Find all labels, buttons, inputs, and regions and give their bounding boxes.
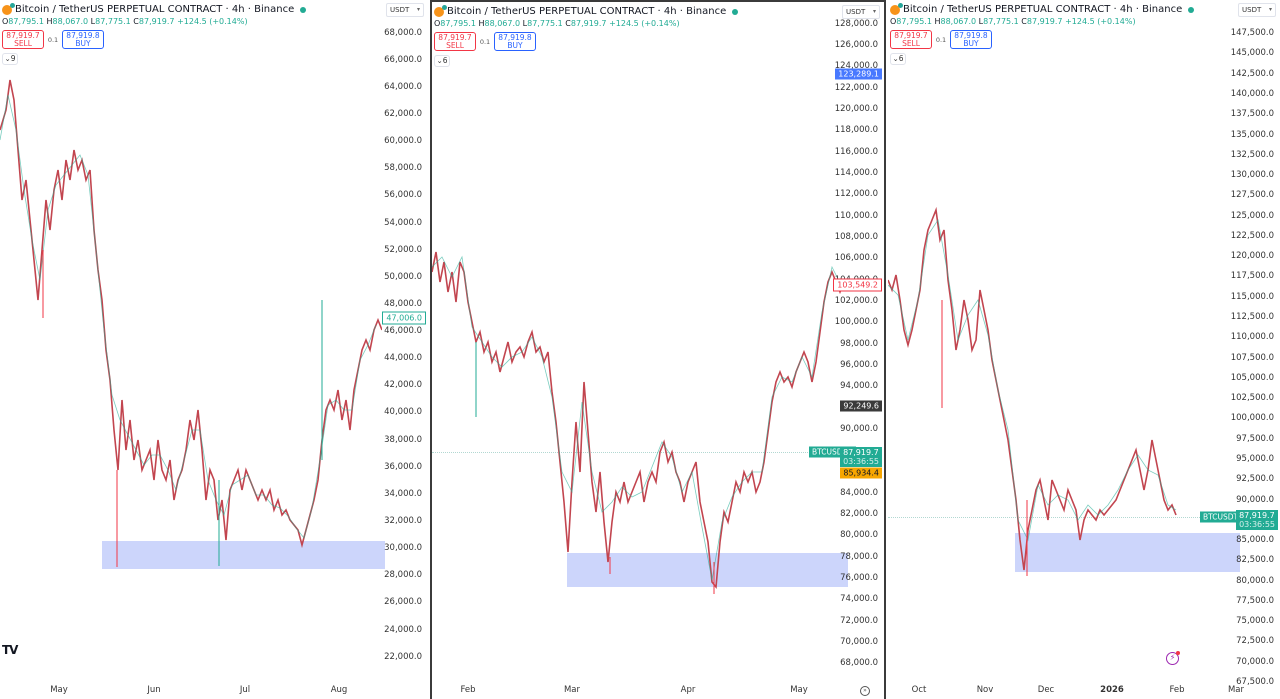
buy-button[interactable]: 87,919.8 BUY — [950, 30, 992, 49]
current-price-label: 87,919.7 03:36:55 — [840, 447, 882, 467]
price-series — [432, 251, 845, 594]
current-price-label: 87,919.7 03:36:55 — [1236, 510, 1278, 530]
currency-selector[interactable]: USDT ▾ — [842, 5, 880, 19]
tradingview-logo-icon[interactable]: TV — [2, 643, 19, 657]
time-tick: Apr — [680, 685, 696, 695]
chart-legend: Bitcoin / TetherUS PERPETUAL CONTRACT · … — [2, 2, 307, 65]
chart-panel-3[interactable]: Bitcoin / TetherUS PERPETUAL CONTRACT · … — [888, 0, 1280, 699]
time-tick: 2026 — [1100, 685, 1124, 695]
quantity-value[interactable]: 0.1 — [47, 35, 59, 44]
currency-selector[interactable]: USDT ▾ — [1238, 3, 1276, 17]
price-series — [888, 206, 1177, 576]
price-label-orange: 85,934.4 — [840, 467, 882, 479]
indicators-toggle[interactable]: ⌄6 — [890, 53, 906, 65]
bitcoin-logo-icon — [434, 4, 447, 17]
current-price-line — [432, 452, 810, 453]
symbol-title[interactable]: Bitcoin / TetherUS PERPETUAL CONTRACT · … — [447, 6, 727, 17]
ohlc-values: O87,795.1 H88,067.0 L87,775.1 C87,919.7 … — [2, 17, 248, 26]
market-open-status-icon — [1188, 6, 1195, 13]
bitcoin-logo-icon — [2, 2, 15, 15]
time-tick: Feb — [1169, 685, 1185, 695]
time-tick: Mar — [1227, 685, 1245, 695]
sell-button[interactable]: 87,919.7 SELL — [2, 30, 44, 49]
buy-button[interactable]: 87,919.8 BUY — [494, 32, 536, 51]
market-open-status-icon — [300, 6, 307, 13]
lightning-alert-icon[interactable]: ⚡ — [1166, 651, 1180, 665]
quick-trade: 87,919.7 SELL 0.1 87,919.8 BUY — [890, 30, 1194, 49]
price-label-dark: 92,249.6 — [840, 400, 882, 412]
price-series — [0, 79, 382, 567]
go-to-realtime-icon[interactable]: » — [860, 686, 870, 696]
time-tick: May — [50, 685, 68, 695]
quantity-value[interactable]: 0.1 — [935, 35, 947, 44]
price-plot[interactable]: TV — [0, 0, 385, 681]
price-axis[interactable]: 128,000.0 126,000.0 124,000.0 122,000.0 … — [833, 2, 884, 699]
quick-trade: 87,919.7 SELL 0.1 87,919.8 BUY — [434, 32, 738, 51]
symbol-title[interactable]: Bitcoin / TetherUS PERPETUAL CONTRACT · … — [903, 4, 1183, 15]
time-tick: Feb — [460, 685, 476, 695]
chevron-down-icon: ▾ — [416, 6, 420, 13]
indicators-toggle[interactable]: ⌄9 — [2, 53, 18, 65]
support-zone[interactable] — [567, 553, 848, 587]
currency-selector[interactable]: USDT ▾ — [386, 3, 424, 17]
price-axis[interactable]: 68,000.0 66,000.0 64,000.0 62,000.0 60,0… — [382, 0, 428, 699]
chart-panel-2[interactable]: Bitcoin / TetherUS PERPETUAL CONTRACT · … — [430, 0, 886, 699]
price-axis[interactable]: 147,500.0 145,000.0 142,500.0 140,000.0 … — [1231, 0, 1280, 699]
time-tick: Mar — [563, 685, 581, 695]
last-price-label: 47,006.0 — [382, 311, 426, 325]
time-tick: Oct — [911, 685, 927, 695]
symbol-price-tag: BTCUSDT.P — [1200, 511, 1248, 523]
bitcoin-logo-icon — [890, 2, 903, 15]
sell-button[interactable]: 87,919.7 SELL — [434, 32, 476, 51]
time-tick: May — [790, 685, 808, 695]
sell-button[interactable]: 87,919.7 SELL — [890, 30, 932, 49]
symbol-price-tag: BTCUSDT.P — [809, 446, 857, 458]
chart-panel-1[interactable]: Bitcoin / TetherUS PERPETUAL CONTRACT · … — [0, 0, 428, 699]
price-label-blue: 123,289.1 — [835, 68, 882, 80]
buy-button[interactable]: 87,919.8 BUY — [62, 30, 104, 49]
ohlc-values: O87,795.1 H88,067.0 L87,775.1 C87,919.7 … — [890, 17, 1136, 26]
market-open-status-icon — [732, 8, 739, 15]
ohlc-values: O87,795.1 H88,067.0 L87,775.1 C87,919.7 … — [434, 19, 680, 28]
time-tick: Dec — [1037, 685, 1055, 695]
chart-legend: Bitcoin / TetherUS PERPETUAL CONTRACT · … — [890, 2, 1195, 65]
time-tick: Jul — [239, 685, 251, 695]
chevron-down-icon: ▾ — [1268, 6, 1272, 13]
quick-trade: 87,919.7 SELL 0.1 87,919.8 BUY — [2, 30, 306, 49]
indicators-toggle[interactable]: ⌄6 — [434, 55, 450, 67]
support-zone[interactable] — [1015, 533, 1240, 572]
chevron-down-icon: ▾ — [872, 8, 876, 15]
chart-legend: Bitcoin / TetherUS PERPETUAL CONTRACT · … — [434, 4, 739, 67]
price-plot[interactable]: BTCUSDT.P ⚡ — [888, 0, 1248, 681]
price-label-red: 103,549.2 — [833, 278, 882, 292]
symbol-title[interactable]: Bitcoin / TetherUS PERPETUAL CONTRACT · … — [15, 4, 295, 15]
time-tick: Nov — [976, 685, 994, 695]
time-tick: Jun — [147, 685, 161, 695]
support-zone[interactable] — [102, 541, 385, 569]
quantity-value[interactable]: 0.1 — [479, 37, 491, 46]
time-tick: Aug — [330, 685, 348, 695]
price-plot[interactable]: BTCUSDT.P — [432, 2, 857, 681]
current-price-line — [888, 517, 1200, 518]
